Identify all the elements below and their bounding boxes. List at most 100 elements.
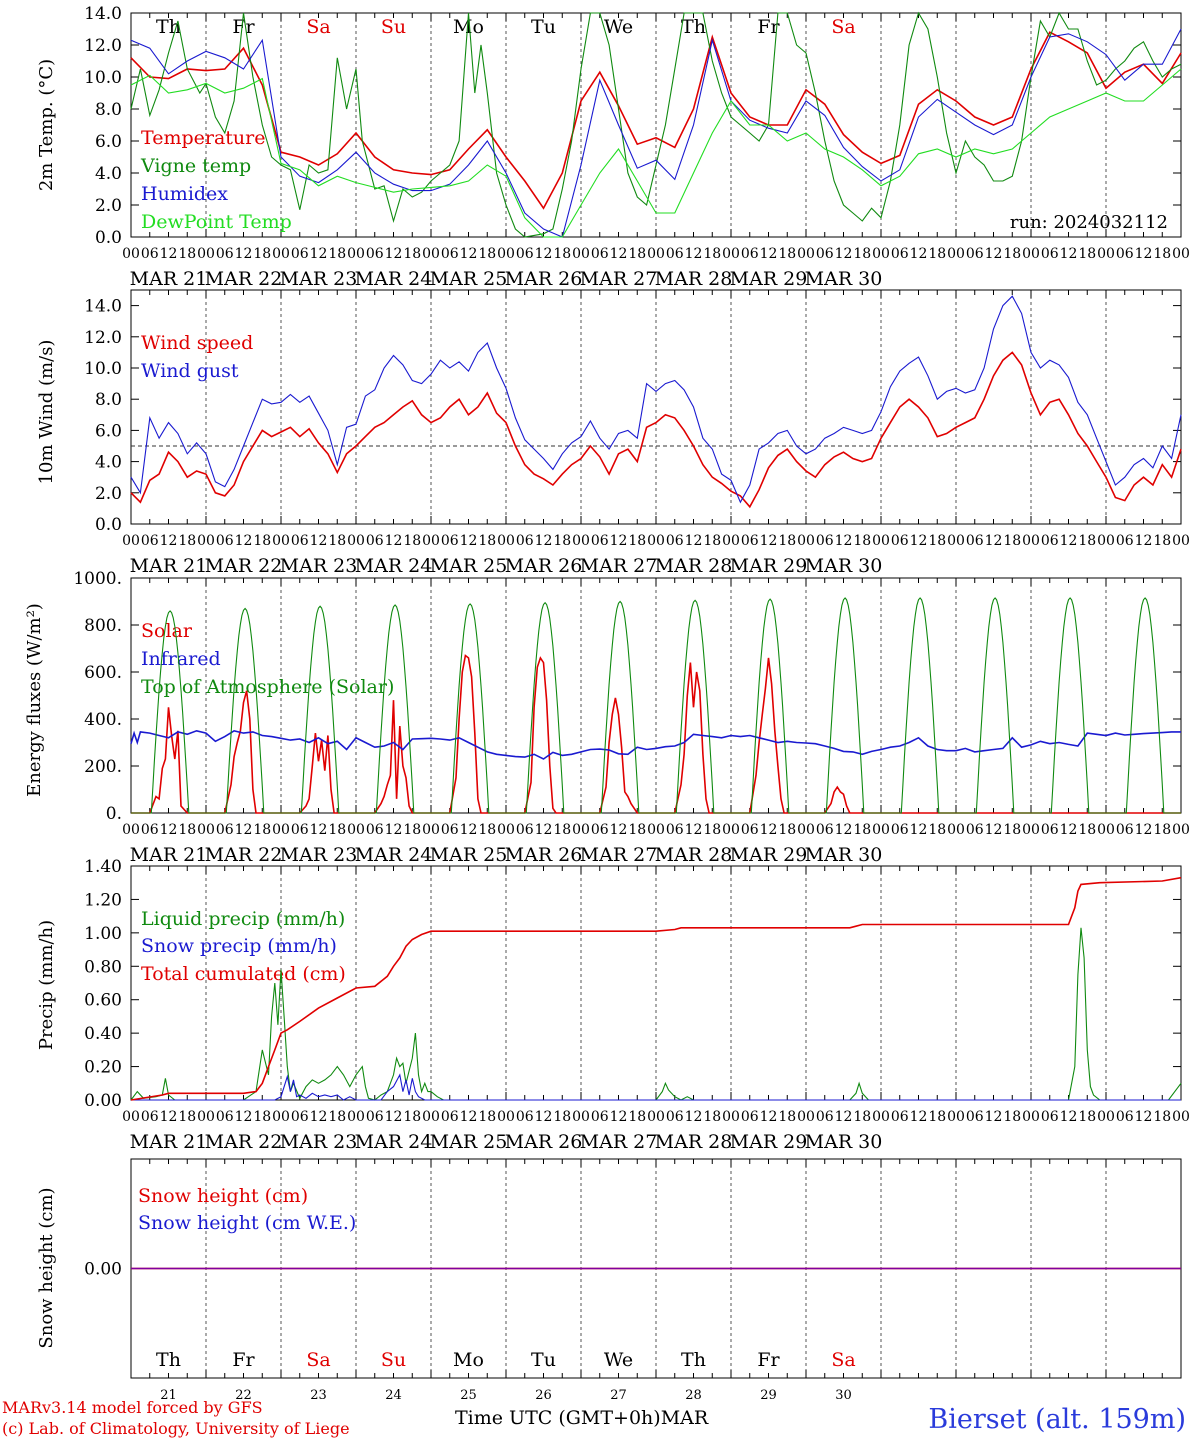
y-tick-label: 0.40 (84, 1024, 122, 1044)
hour-label: 06 (816, 1109, 834, 1125)
hour-label: 12 (985, 822, 1003, 838)
hour-label: 12 (310, 533, 328, 549)
legend-blue: Infrared (141, 648, 221, 670)
weekday-label: Mo (453, 16, 484, 38)
hour-label: 18 (553, 822, 571, 838)
hour-label: 18 (403, 1109, 421, 1125)
y-tick-label: 1.40 (84, 857, 122, 877)
hour-label: 06 (216, 822, 234, 838)
hour-label: 06 (591, 246, 609, 262)
hour-label: 06 (141, 533, 159, 549)
hour-label: 06 (441, 533, 459, 549)
legend-red: Solar (141, 620, 193, 642)
y-tick-label: 12.0 (84, 36, 122, 56)
hour-label: 12 (760, 533, 778, 549)
hour-label: 12 (535, 1109, 553, 1125)
hour-label: 18 (1078, 533, 1096, 549)
hour-label: 06 (1041, 246, 1059, 262)
hour-label: 00 (347, 533, 365, 549)
y-tick-label: 0.00 (84, 1260, 122, 1280)
date-label: MAR 22 (205, 844, 283, 866)
hour-label: 00 (722, 246, 740, 262)
y-tick-label: 0.60 (84, 991, 122, 1011)
date-label: MAR 30 (805, 268, 883, 290)
date-label: MAR 30 (805, 844, 883, 866)
hour-label: 06 (141, 246, 159, 262)
hour-label: 00 (272, 246, 290, 262)
weekday-label: Su (381, 16, 406, 38)
y-tick-label: 0.20 (84, 1058, 122, 1078)
hour-label: 12 (460, 1109, 478, 1125)
hour-label: 12 (310, 1109, 328, 1125)
hour-label: 18 (628, 822, 646, 838)
hour-label: 06 (441, 822, 459, 838)
series-snow-precip-mm-h- (131, 1073, 1181, 1101)
hour-label: 06 (891, 1109, 909, 1125)
hour-label: 18 (478, 533, 496, 549)
hour-label: 06 (1041, 1109, 1059, 1125)
y-tick-label: 400. (84, 710, 122, 730)
hour-label: 12 (535, 246, 553, 262)
hour-label: 18 (1078, 822, 1096, 838)
hour-label: 12 (1060, 246, 1078, 262)
hour-label: 00 (1022, 1109, 1040, 1125)
hour-label: 12 (760, 822, 778, 838)
hour-label: 00 (347, 822, 365, 838)
weekday-label: Tu (531, 1349, 556, 1371)
hour-label: 06 (366, 822, 384, 838)
y-tick-label: 1.20 (84, 890, 122, 910)
hour-label: 00 (872, 533, 890, 549)
hour-label: 12 (610, 246, 628, 262)
weekday-label: Th (156, 16, 181, 38)
hour-label: 12 (685, 1109, 703, 1125)
date-label: MAR 22 (205, 555, 283, 577)
weekday-label: Fr (232, 16, 255, 38)
hour-label: 12 (160, 246, 178, 262)
date-label: MAR 25 (430, 268, 508, 290)
hour-label: 06 (141, 822, 159, 838)
legend-green: Vigne temp (140, 155, 251, 177)
hour-label: 12 (160, 822, 178, 838)
legend-red: Temperature (141, 127, 265, 149)
hour-label: 12 (835, 822, 853, 838)
y-tick-label: 600. (84, 663, 122, 683)
hour-label: 18 (628, 1109, 646, 1125)
legend-red: Snow height (cm) (138, 1185, 308, 1207)
hour-label: 12 (610, 533, 628, 549)
hour-label: 12 (985, 533, 1003, 549)
hour-label: 00 (497, 1109, 515, 1125)
hour-label: 12 (385, 1109, 403, 1125)
day-number-label: 22 (235, 1388, 252, 1403)
hour-label: 18 (178, 822, 196, 838)
hour-label: 12 (1135, 533, 1153, 549)
hour-label: 00 (122, 533, 140, 549)
hour-label: 00 (272, 533, 290, 549)
model-credit: MARv3.14 model forced by GFS (2, 1398, 263, 1417)
hour-label: 18 (1153, 1109, 1171, 1125)
hour-label: 06 (1116, 246, 1134, 262)
hour-label: 00 (872, 246, 890, 262)
hour-label: 12 (385, 246, 403, 262)
hour-label: 00 (722, 1109, 740, 1125)
y-tick-label: 2.0 (95, 484, 122, 504)
date-label: MAR 27 (580, 844, 658, 866)
weekday-label: Sa (831, 1349, 855, 1371)
hour-label: 12 (985, 1109, 1003, 1125)
date-label: MAR 30 (805, 1131, 883, 1153)
hour-label: 12 (310, 246, 328, 262)
hour-label: 00 (197, 246, 215, 262)
series-vigne-temp (130, 11, 1182, 238)
weekday-label: Sa (306, 1349, 330, 1371)
hour-label: 00 (797, 1109, 815, 1125)
hour-label: 18 (328, 822, 346, 838)
date-label: MAR 25 (430, 844, 508, 866)
hour-label: 18 (478, 1109, 496, 1125)
hour-label: 00 (122, 246, 140, 262)
hour-label: 00 (1172, 533, 1190, 549)
series-wind-speed (130, 351, 1182, 509)
y-tick-label: 6.0 (95, 421, 122, 441)
hour-label: 06 (366, 246, 384, 262)
day-number-label: 21 (160, 1388, 177, 1403)
weekday-label: We (604, 16, 633, 38)
